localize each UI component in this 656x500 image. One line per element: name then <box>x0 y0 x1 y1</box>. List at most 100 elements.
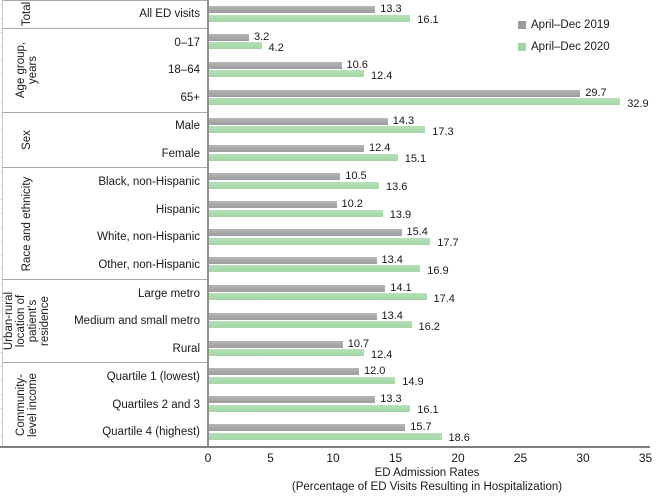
x-tick-label: 5 <box>267 451 274 465</box>
category-label-column: All ED visits <box>51 1 208 28</box>
section-label-area: Race and ethnicity Black, non-Hispanic His… <box>2 167 208 279</box>
group-label-line: level income <box>27 372 39 437</box>
group-label-line: patient's <box>27 299 39 343</box>
section-plot-area: 13.3 16.1 <box>208 0 656 28</box>
bar-2020 <box>209 126 426 133</box>
bar-row: 15.7 18.6 <box>208 418 656 446</box>
bar-row: 29.7 32.9 <box>208 84 656 112</box>
value-label-2019: 13.4 <box>381 309 403 322</box>
bar-2019 <box>209 89 581 97</box>
value-label-2019: 10.2 <box>341 198 363 211</box>
value-label-2020: 18.6 <box>448 432 470 445</box>
category-label-column: Black, non-Hispanic Hispanic White, non-Hi… <box>51 168 208 279</box>
x-tick-label: 30 <box>576 451 590 465</box>
section-plot-area: 12.0 14.9 13.3 16.1 15.7 18.6 <box>208 362 656 446</box>
group-label-line: years <box>27 56 39 85</box>
value-label-2020: 17.7 <box>437 237 459 249</box>
value-label-2019: 15.7 <box>410 421 432 434</box>
x-tick-label: 35 <box>638 451 653 465</box>
value-label-2019: 29.7 <box>585 86 607 99</box>
category-label: Rural <box>172 342 200 355</box>
legend: April–Dec 2019 April–Dec 2020 <box>518 18 610 62</box>
section-plot-area: 14.3 17.3 12.4 15.1 <box>208 112 656 168</box>
category-label: Quartile 1 (lowest) <box>106 371 200 384</box>
legend-swatch-2020 <box>518 42 526 51</box>
value-label-2020: 17.4 <box>433 292 455 305</box>
section-plot-area: 10.5 13.6 10.2 13.9 15.4 17.7 13.4 16.9 <box>208 167 656 279</box>
x-axis-title-line1: ED Admission Rates <box>374 467 480 479</box>
group-label: Urban-rural location of patient's residence <box>3 292 51 350</box>
bar-2019 <box>209 396 376 404</box>
value-label-2020: 16.1 <box>417 404 439 417</box>
value-label-2020: 32.9 <box>627 97 649 110</box>
bar-2020 <box>209 376 396 384</box>
category-label-column: Male Female <box>51 113 208 168</box>
category-label: Hispanic <box>155 203 200 216</box>
category-label: 65+ <box>180 91 200 104</box>
bar-2020 <box>209 209 383 217</box>
bar-2019 <box>209 424 406 432</box>
bar-row: 12.4 15.1 <box>208 139 656 167</box>
legend-item-2020: April–Dec 2020 <box>518 40 610 53</box>
bar-2019 <box>209 229 402 236</box>
bar-2019 <box>209 117 388 125</box>
value-label-2020: 13.6 <box>386 181 408 194</box>
bar-2019 <box>209 145 364 153</box>
value-label-2019: 13.4 <box>381 253 403 266</box>
bar-2020 <box>209 265 421 273</box>
value-label-2019: 14.3 <box>392 114 415 127</box>
group-label-line: residence <box>39 296 51 347</box>
bar-row: 13.4 16.9 <box>208 251 656 279</box>
value-label-2020: 13.9 <box>389 209 412 222</box>
x-tick-label: 10 <box>326 451 340 465</box>
group-label-cell: Age group, years <box>3 29 51 112</box>
bar-2020 <box>209 70 364 78</box>
value-label-2019: 13.3 <box>380 393 402 406</box>
value-label-2020: 16.9 <box>427 264 449 277</box>
chart-section-4: Urban-rural location of patient's residence… <box>0 278 656 363</box>
group-label: Age group, years <box>15 42 39 98</box>
bar-row: 10.2 13.9 <box>208 195 656 223</box>
bar-row: 14.3 17.3 <box>208 112 656 140</box>
section-label-area: Total All ED visits <box>2 0 208 28</box>
value-label-2020: 16.2 <box>418 320 440 333</box>
value-label-2019: 3.2 <box>254 30 270 43</box>
bar-2019 <box>209 33 249 41</box>
bar-2019 <box>209 368 359 376</box>
value-label-2019: 13.3 <box>380 3 402 15</box>
bar-2019 <box>209 256 377 264</box>
value-label-2019: 14.1 <box>390 281 412 294</box>
category-label: 0–17 <box>174 36 200 49</box>
section-plot-area: 14.1 17.4 13.4 16.2 10.7 12.4 <box>208 279 656 363</box>
group-label-cell: Total <box>3 1 51 28</box>
x-axis-title: ED Admission Rates (Percentage of ED Vis… <box>208 466 646 494</box>
category-label-column: 0–17 18–64 65+ <box>51 29 208 112</box>
chart-section-5: Community-level income Quartile 1 (lowest… <box>0 362 656 446</box>
section-plot-area: 3.2 4.2 10.6 12.4 29.7 32.9 <box>208 28 656 112</box>
category-label: Black, non-Hispanic <box>98 176 200 189</box>
chart-section-3: Race and ethnicity Black, non-Hispanic His… <box>0 167 656 279</box>
value-label-2020: 15.1 <box>404 153 427 166</box>
value-label-2019: 10.5 <box>345 170 367 183</box>
value-label-2020: 4.2 <box>268 41 284 54</box>
group-label-line: Sex <box>21 129 33 150</box>
x-axis-line <box>0 446 650 448</box>
category-label: Female <box>161 147 200 160</box>
group-label-line: location of <box>15 294 27 348</box>
bar-row: 13.4 16.2 <box>208 307 656 335</box>
bar-2020 <box>209 321 412 329</box>
bar-row: 14.1 17.4 <box>208 279 656 307</box>
legend-label-2019: April–Dec 2019 <box>531 18 610 31</box>
chart-body: Total All ED visits 13.3 16.1 Age group, year… <box>0 0 656 446</box>
bar-2020 <box>209 42 262 50</box>
section-label-area: Urban-rural location of patient's residence… <box>2 278 208 363</box>
bar-row: 13.3 16.1 <box>208 390 656 418</box>
group-label-line: Total <box>21 2 33 27</box>
category-label: 18–64 <box>168 64 200 77</box>
bar-2019 <box>209 312 377 320</box>
bar-row: 10.7 12.4 <box>208 335 656 363</box>
category-label: White, non-Hispanic <box>97 231 200 244</box>
section-label-area: Sex Male Female <box>2 111 208 168</box>
value-label-2020: 12.4 <box>371 348 393 361</box>
